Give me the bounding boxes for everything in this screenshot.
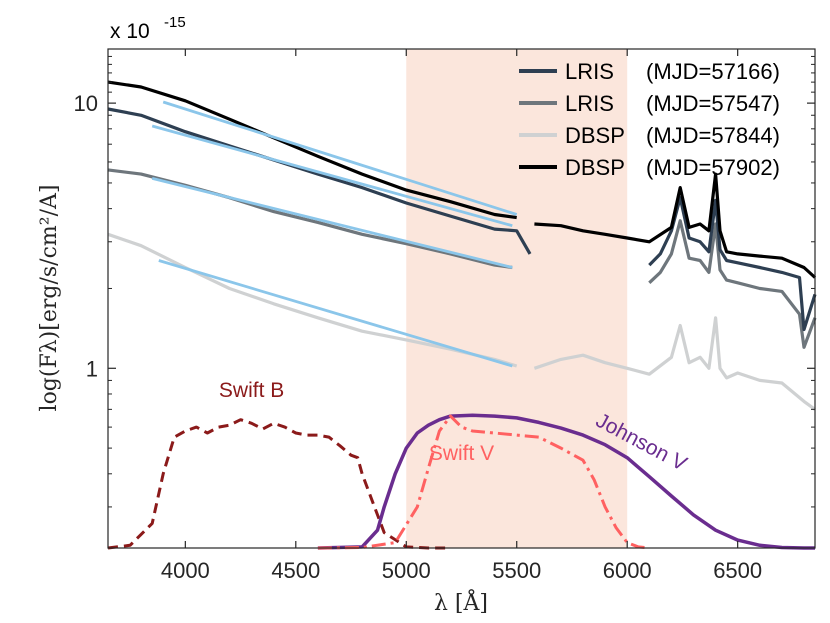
legend-instrument: LRIS xyxy=(565,91,614,116)
filter-curves-layer xyxy=(107,413,815,550)
legend-mjd: (MJD=57902) xyxy=(646,155,780,180)
x-tick-label: 4500 xyxy=(271,558,320,583)
power-law-fit-0 xyxy=(162,100,518,216)
spectrum-line-2-segment-0 xyxy=(107,107,532,255)
legend-instrument: DBSP xyxy=(565,155,625,180)
filter-curve-swift-b xyxy=(107,418,451,550)
x-axis-label: λ [Å] xyxy=(434,588,488,616)
spectrum-line-3-segment-1 xyxy=(534,172,817,279)
shaded-band-5000-6000 xyxy=(406,49,628,548)
spectrum-line-3-segment-0 xyxy=(107,80,517,220)
y-tick-label: 10 xyxy=(74,91,98,116)
x-tick-label: 5000 xyxy=(382,558,431,583)
spectrum-line-1-segment-1 xyxy=(648,219,817,349)
legend-instrument: DBSP xyxy=(565,123,625,148)
y-axis-label: log(Fλ)[erg/s/cm²/A] xyxy=(37,185,62,412)
legend: LRIS (MJD=57166) LRIS (MJD=57547) DBSP (MJD=5… xyxy=(519,59,780,180)
x-tick-label: 6000 xyxy=(603,558,652,583)
power-law-fits-layer xyxy=(151,100,518,368)
filter-curve-johnson-v xyxy=(317,413,815,550)
power-law-fit-1 xyxy=(151,124,513,228)
y-scale-exponent: -15 xyxy=(164,14,186,31)
x-tick-label: 5500 xyxy=(492,558,541,583)
filter-label-swift-b: Swift B xyxy=(219,379,284,402)
x-tick-label: 6500 xyxy=(713,558,762,583)
axis-ticks-layer: 4000 4500 5000 5500 6000 6500 1 10 xyxy=(74,49,815,583)
filter-label-swift-v: Swift V xyxy=(429,442,494,465)
y-scale-base: x 10 xyxy=(110,20,150,43)
spectrum-line-0-segment-1 xyxy=(533,316,816,411)
shaded-band-layer xyxy=(406,49,628,548)
plot-frame xyxy=(107,48,816,549)
legend-mjd: (MJD=57166) xyxy=(646,59,780,84)
x-tick-label: 4000 xyxy=(161,558,210,583)
filter-curve-swift-v xyxy=(317,414,650,550)
power-law-fit-2 xyxy=(151,177,513,269)
legend-instrument: LRIS xyxy=(565,59,614,84)
legend-mjd: (MJD=57844) xyxy=(646,123,780,148)
y-tick-label: 1 xyxy=(86,356,98,381)
spectra-layer xyxy=(107,80,817,411)
power-law-fit-3 xyxy=(158,259,513,368)
legend-mjd: (MJD=57547) xyxy=(646,91,780,116)
